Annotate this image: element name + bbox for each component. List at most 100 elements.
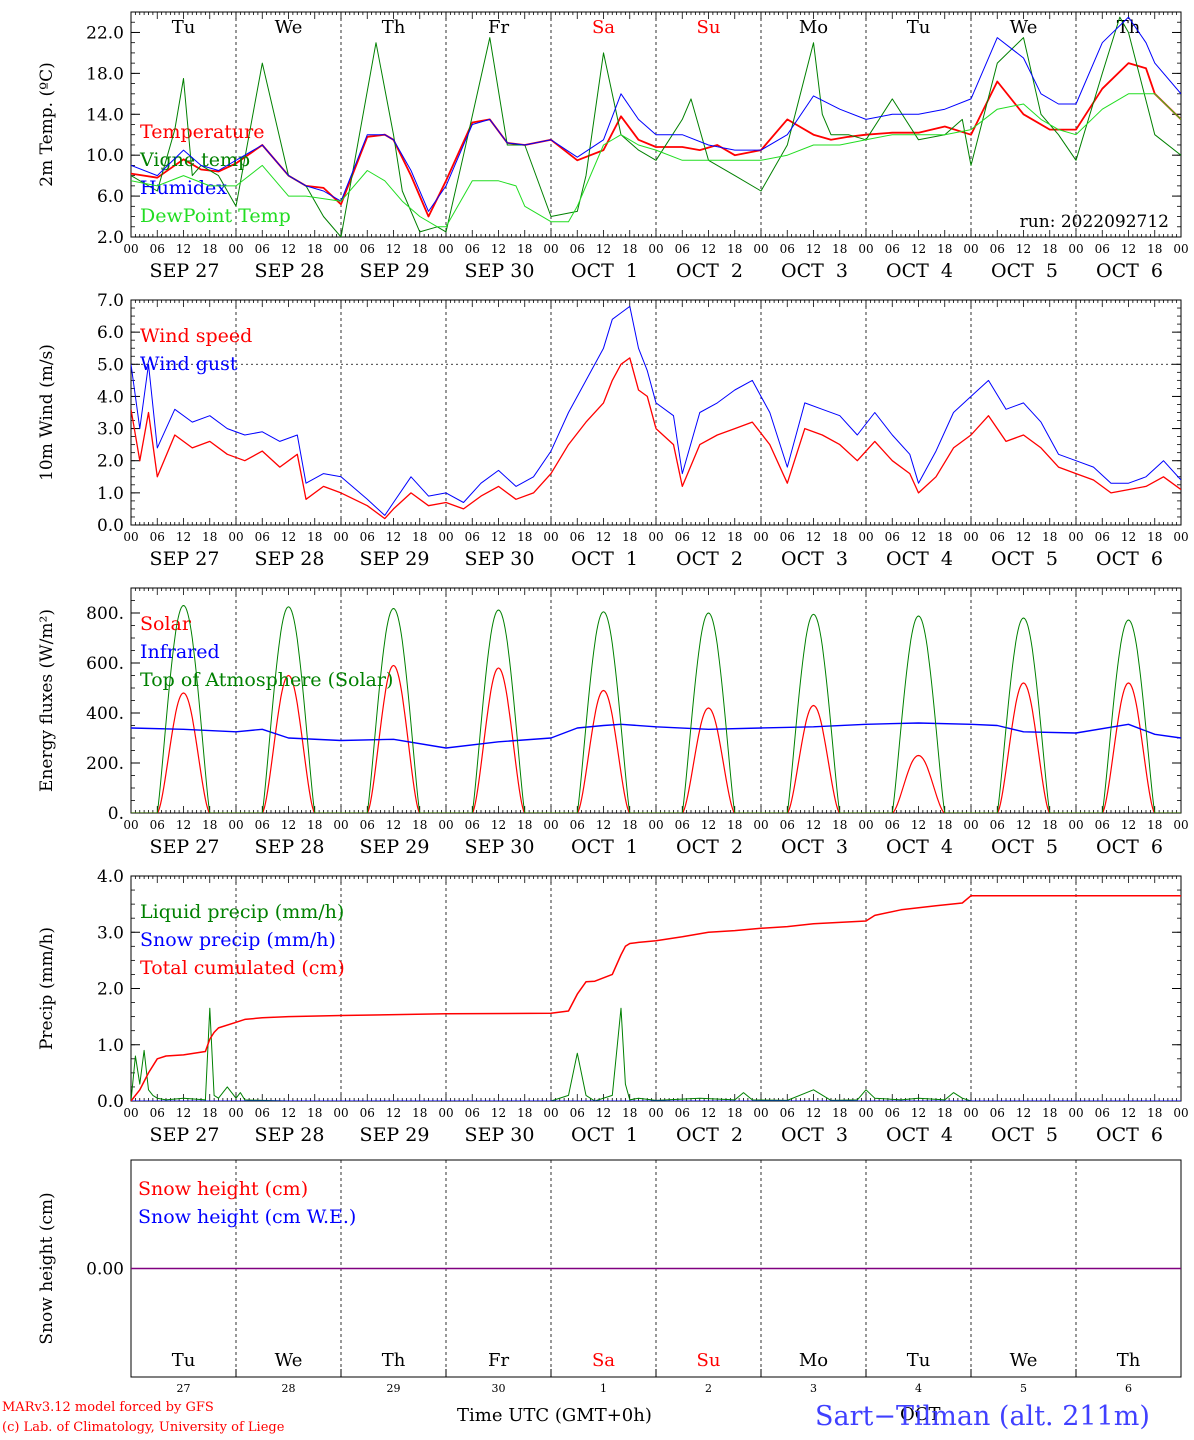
x-hour-label: 00 [753,242,768,256]
weekday-label: Su [697,1350,721,1371]
y-tick-label: 0.0 [97,516,124,536]
series-line-wind-gust [131,305,1181,516]
x-hour-label: 00 [438,818,453,832]
x-hour-label: 12 [806,818,821,832]
x-hour-label: 06 [570,1106,585,1120]
x-hour-label: 00 [228,818,243,832]
x-hour-label: 06 [360,818,375,832]
x-hour-label: 18 [622,242,637,256]
x-date-label: OCT 2 [676,260,743,282]
x-hour-label: 12 [281,1106,296,1120]
run-annotation: run: 2022092712 [1020,212,1169,232]
x-hour-label: 12 [596,242,611,256]
weekday-label: We [1010,17,1038,38]
x-hour-label: 12 [1016,242,1031,256]
x-hour-label: 06 [990,818,1005,832]
x-date-label: SEP 27 [150,836,220,858]
weekday-label: Tu [172,17,196,38]
weekday-label: Tu [907,17,931,38]
x-hour-label: 18 [1042,818,1057,832]
x-date-label: OCT 5 [991,548,1058,570]
x-hour-label: 18 [937,242,952,256]
x-hour-label: 12 [701,242,716,256]
x-hour-label: 00 [858,818,873,832]
x-hour-label: 00 [1068,242,1083,256]
x-hour-label: 18 [727,818,742,832]
weekday-label: Fr [488,1350,509,1371]
x-hour-label: 00 [1068,818,1083,832]
credit-lab: (c) Lab. of Climatology, University of L… [2,1420,285,1435]
x-date-label: SEP 30 [465,260,535,282]
x-date-label: OCT 4 [886,548,953,570]
plot-frame [130,299,1182,526]
series-line-dewpoint-temp [131,93,1181,228]
x-hour-label: 00 [333,818,348,832]
x-hour-label: 12 [491,242,506,256]
weekday-label: Tu [907,1350,931,1371]
x-hour-label: 06 [885,242,900,256]
x-date-label: OCT 1 [571,260,638,282]
weekday-label: Su [697,17,721,38]
legend-entry: Temperature [140,121,264,143]
x-hour-label: 18 [937,1106,952,1120]
weekday-label: Mo [799,17,828,38]
x-hour-label: 06 [990,242,1005,256]
x-date-label: OCT 2 [676,548,743,570]
plot-frame [130,11,1182,238]
legend-entry: Solar [140,613,192,635]
x-date-label: OCT 1 [571,548,638,570]
x-hour-label: 18 [832,1106,847,1120]
x-hour-label: 00 [1173,530,1188,544]
x-hour-label: 00 [333,242,348,256]
x-hour-label: 12 [1121,818,1136,832]
credit-model: MARv3.12 model forced by GFS [2,1400,214,1415]
plot-frame [130,587,1182,814]
x-date-label: SEP 28 [255,260,325,282]
x-day-number: 29 [387,1382,401,1395]
weekday-label: Th [382,17,406,38]
x-hour-label: 18 [202,242,217,256]
x-hour-label: 12 [491,530,506,544]
x-hour-label: 06 [255,530,270,544]
x-hour-label: 06 [150,818,165,832]
x-date-label: OCT 4 [886,1124,953,1146]
x-hour-label: 18 [1042,530,1057,544]
weekday-label: Th [1117,1350,1141,1371]
x-hour-label: 00 [963,818,978,832]
y-axis-title: Precip (mm/h) [37,927,57,1050]
weekday-label: We [275,1350,303,1371]
x-hour-label: 12 [386,530,401,544]
x-hour-label: 18 [202,530,217,544]
x-hour-label: 06 [675,242,690,256]
x-hour-label: 18 [307,530,322,544]
x-hour-label: 00 [333,1106,348,1120]
x-hour-label: 06 [465,530,480,544]
x-hour-label: 06 [780,818,795,832]
x-hour-label: 18 [622,1106,637,1120]
x-hour-label: 06 [1095,818,1110,832]
x-hour-label: 18 [1147,1106,1162,1120]
x-axis-title: Time UTC (GMT+0h) [457,1405,652,1426]
y-tick-label: 200. [86,754,124,774]
x-hour-label: 12 [1121,1106,1136,1120]
weekday-label: Mo [799,1350,828,1371]
x-hour-label: 00 [648,530,663,544]
x-hour-label: 18 [412,242,427,256]
x-hour-label: 00 [543,1106,558,1120]
x-hour-label: 00 [123,530,138,544]
x-date-label: OCT 5 [991,836,1058,858]
x-hour-label: 12 [176,242,191,256]
x-hour-label: 18 [1147,530,1162,544]
x-day-number: 2 [705,1382,712,1395]
x-hour-label: 18 [622,530,637,544]
x-hour-label: 18 [622,818,637,832]
x-hour-label: 18 [517,818,532,832]
x-hour-label: 00 [648,818,663,832]
x-hour-label: 00 [543,242,558,256]
x-hour-label: 06 [1095,242,1110,256]
x-hour-label: 18 [202,1106,217,1120]
y-axis-title: Energy fluxes (W/m²) [37,609,57,792]
x-hour-label: 12 [911,530,926,544]
x-hour-label: 00 [123,818,138,832]
x-date-label: SEP 30 [465,836,535,858]
